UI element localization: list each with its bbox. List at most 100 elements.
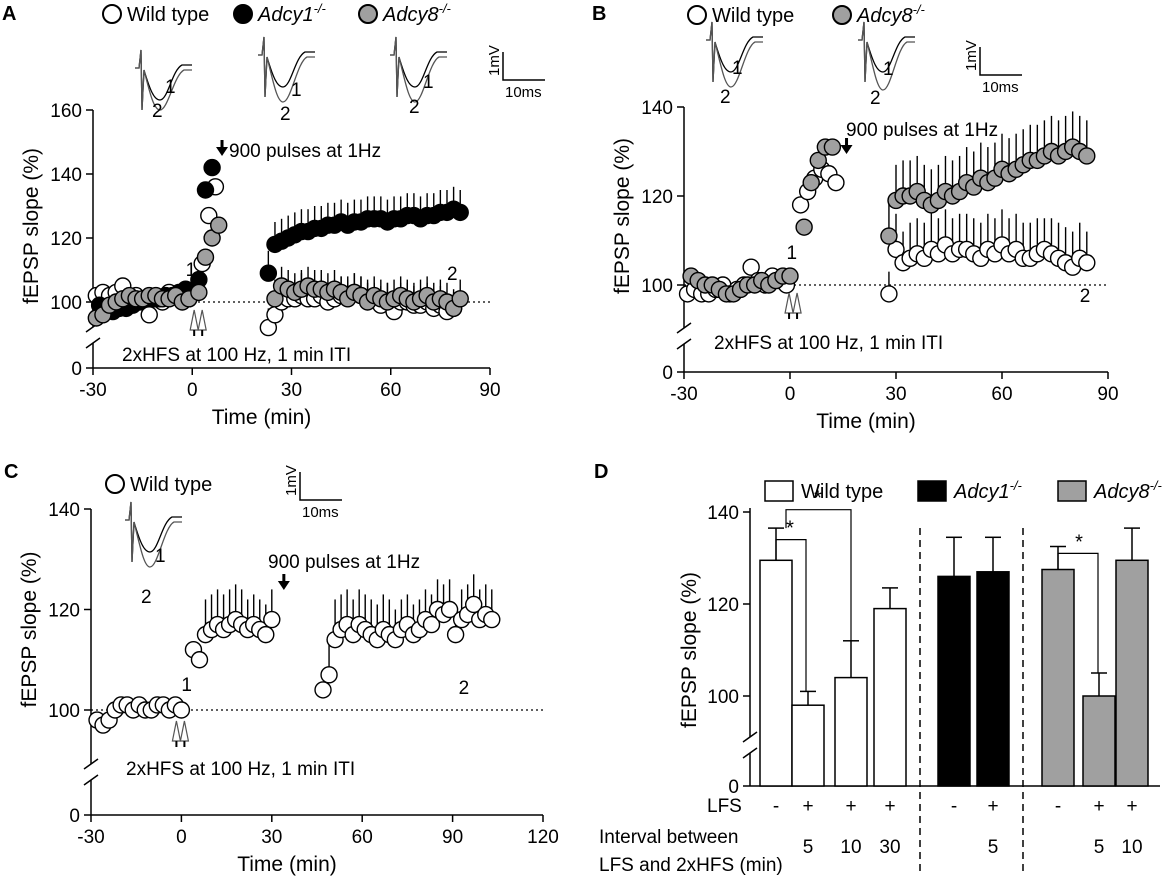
lfs-sign: - <box>1055 796 1061 817</box>
interval-value: 10 <box>840 837 861 858</box>
data-point-wild-type <box>190 651 209 669</box>
legend-marker <box>105 474 125 494</box>
trace-label-2: 2 <box>720 87 731 108</box>
legend-marker <box>102 4 122 24</box>
lfs-arrow-head <box>277 581 290 590</box>
interval-value: 30 <box>879 837 900 858</box>
scale-bar-time: 10ms <box>505 84 542 101</box>
legend-label-main: Wild type <box>712 5 794 27</box>
x-tick-label: -30 <box>77 827 104 848</box>
x-tick-label: -30 <box>670 384 697 405</box>
lfs-arrow-head <box>216 147 229 156</box>
y-tick-label: 140 <box>48 500 80 521</box>
data-point-adcy8 <box>880 227 898 245</box>
panel-label: A <box>2 3 16 25</box>
bar-wild-type <box>791 704 825 787</box>
data-point-wild-type <box>172 701 191 719</box>
mark-2: 2 <box>447 264 458 285</box>
panel-label: B <box>592 3 606 25</box>
data-point-wild-type <box>314 681 332 699</box>
hfs-label: 2xHFS at 100 Hz, 1 min ITI <box>714 333 943 354</box>
significance-bracket-3-star: * <box>1075 531 1083 553</box>
significance-bracket-2-star: * <box>814 488 822 510</box>
x-tick-label: 0 <box>785 384 796 405</box>
legend-swatch <box>1057 480 1087 502</box>
legend-label-sup: -/- <box>1150 478 1163 493</box>
data-point-adcy1 <box>203 158 221 177</box>
x-tick-label: 0 <box>187 380 198 401</box>
trace-adcy8-sweep2 <box>390 36 447 103</box>
bar-adcy8 <box>1041 568 1075 787</box>
y-axis-title: fEPSP slope (%) <box>18 551 41 707</box>
interval-value: 5 <box>988 837 999 858</box>
data-point-adcy8 <box>210 216 228 234</box>
y-tick-label: 140 <box>707 503 739 524</box>
legend-marker <box>832 5 852 25</box>
y-tick-label: 100 <box>50 293 82 314</box>
trace-label-1: 1 <box>291 80 302 101</box>
mark-2: 2 <box>459 678 470 699</box>
lfs-label: 900 pulses at 1Hz <box>229 141 381 162</box>
bar-wild-type <box>759 559 793 787</box>
scale-bar-time: 10ms <box>982 79 1019 96</box>
data-point-adcy8 <box>190 283 208 302</box>
x-tick-label: 30 <box>885 384 906 405</box>
legend-label-main: Adcy8 <box>382 4 439 26</box>
x-axis-title: Time (min) <box>212 406 312 429</box>
panel-label: D <box>594 461 608 483</box>
axis-break-2 <box>676 338 692 350</box>
trace-label-1: 1 <box>883 59 894 80</box>
data-point-adcy1 <box>259 264 278 282</box>
lfs-sign: + <box>802 796 813 817</box>
scale-bar-voltage: 1mV <box>486 45 503 76</box>
trace-label-1: 1 <box>732 58 743 79</box>
lfs-sign: - <box>773 796 779 817</box>
legend-marker <box>233 4 253 24</box>
trace-label-2: 2 <box>280 104 291 125</box>
lfs-sign: + <box>987 796 998 817</box>
interval-row-label-1: Interval between <box>599 827 738 848</box>
data-point-adcy8 <box>781 267 799 285</box>
scale-bar-voltage: 1mV <box>283 465 300 496</box>
data-point-adcy8 <box>1078 147 1096 165</box>
significance-bracket-3 <box>1057 552 1099 673</box>
significance-bracket-2 <box>785 509 852 641</box>
legend-label: Wild type <box>712 5 794 27</box>
x-tick-label: 90 <box>1097 384 1118 405</box>
data-point-wild-type <box>742 258 760 276</box>
lfs-sign: + <box>1093 796 1104 817</box>
x-tick-label: 60 <box>991 384 1012 405</box>
lfs-label: 900 pulses at 1Hz <box>846 120 998 141</box>
bar-adcy8 <box>1115 559 1149 787</box>
hfs-arrow-arrow-2 <box>179 720 190 742</box>
y-axis-title: fEPSP slope (%) <box>20 148 43 304</box>
legend-label-sup: -/- <box>913 2 926 17</box>
trace-label-1: 1 <box>423 72 434 93</box>
interval-row-label-2: LFS and 2xHFS (min) <box>599 855 783 876</box>
hfs-arrow-arrow-1 <box>784 292 794 314</box>
trace-label-2: 2 <box>141 587 152 608</box>
scale-bar-bars <box>502 52 545 81</box>
data-point-wild-type <box>791 196 810 214</box>
y-tick-label: 100 <box>48 701 80 722</box>
legend-marker <box>687 5 707 25</box>
trace-wt-sweep2 <box>125 501 182 568</box>
scale-bar-voltage: 1mV <box>963 40 980 71</box>
y-tick-label: 120 <box>50 229 82 250</box>
trace-label-2: 2 <box>152 101 163 122</box>
axis-break-2 <box>85 337 101 349</box>
axis-break-2 <box>83 774 99 786</box>
legend-label: Wild type <box>130 474 212 496</box>
scale-bar-bars <box>299 472 342 501</box>
panel-label: C <box>4 461 18 483</box>
trace-label-1: 1 <box>155 546 166 567</box>
legend-label-main: Adcy8 <box>1093 481 1150 503</box>
y-tick-label: 0 <box>728 777 739 798</box>
lfs-sign: + <box>845 796 856 817</box>
hfs-label: 2xHFS at 100 Hz, 1 min ITI <box>126 759 355 780</box>
data-point-wild-type <box>422 615 441 634</box>
data-point-wild-type <box>320 666 338 684</box>
data-point-wild-type <box>887 240 905 259</box>
